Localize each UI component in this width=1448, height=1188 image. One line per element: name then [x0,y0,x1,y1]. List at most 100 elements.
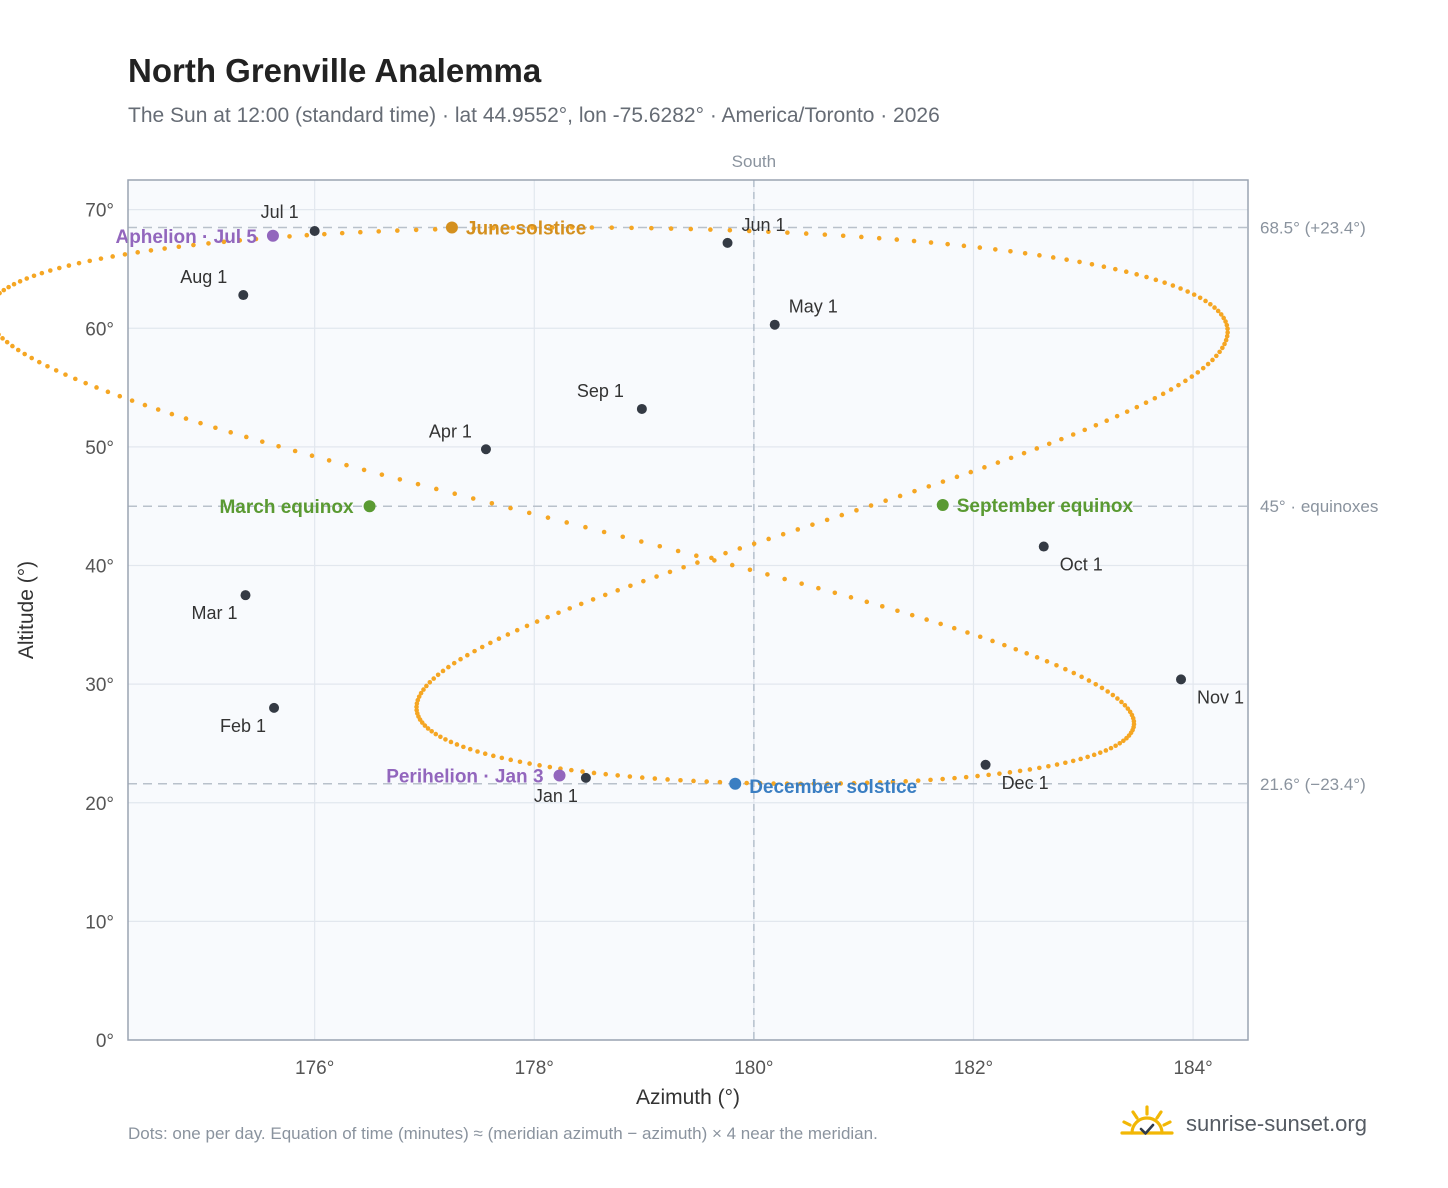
day-dot [675,548,681,554]
month-marker [722,237,733,248]
day-dot [17,279,23,284]
day-dot [6,284,11,290]
day-dot [253,236,259,242]
day-dot [912,488,917,494]
day-dot [681,564,686,570]
day-dot [443,737,448,742]
day-dot [1034,655,1040,660]
day-dot [1125,706,1131,711]
day-dot [213,425,218,431]
day-dot [36,359,42,365]
day-dot [361,467,367,473]
day-dot [1123,269,1129,275]
day-dot [580,769,585,774]
axes: 0° 10° 20° 30° 40° 50° 60° 70° 176° 178° 180° 182° 1… [85,201,1212,1079]
day-dot [940,479,946,484]
day-dot [879,604,885,609]
day-dot [259,439,265,444]
day-dot [1027,767,1033,772]
day-dot [963,774,969,780]
day-dot [810,522,815,527]
day-dot [1064,257,1069,262]
day-dot [589,225,595,230]
day-dot [228,430,233,435]
day-dot [909,612,915,618]
day-dot [1124,409,1130,414]
special-marker [936,499,949,512]
day-dot [31,273,37,279]
day-dot [977,245,983,250]
x-tick-label: 178° [515,1058,554,1079]
day-dot [1208,301,1213,307]
month-label: Jul 1 [261,202,299,222]
day-dot [440,668,446,674]
day-dot [1070,758,1076,764]
brand-name: sunrise-sunset.org [1186,1111,1367,1136]
day-dot [429,729,434,734]
meridian-label: South [732,152,776,171]
day-dot [838,781,844,786]
day-dot [524,623,530,629]
day-dot [1189,374,1195,379]
day-dot [825,781,830,786]
day-dot [615,773,620,778]
day-dot [990,638,995,644]
day-dot [1114,413,1120,419]
day-dot [1113,743,1118,749]
y-tick-label: 0° [96,1031,114,1052]
day-dot [1071,670,1077,676]
day-dot [1104,418,1109,424]
day-dot [1119,699,1124,705]
day-dot [322,231,327,237]
day-dot [1105,689,1110,694]
day-dot [712,558,717,563]
month-marker [309,226,320,237]
day-dot [890,779,896,785]
day-dot [122,252,128,257]
footnote: Dots: one per day. Equation of time (min… [128,1124,878,1143]
special-marker [266,229,279,242]
day-dot [982,465,987,470]
day-dot [465,652,470,658]
day-dot [39,270,45,276]
day-dot [894,237,900,242]
day-dot [1101,264,1107,269]
day-dot [482,751,488,756]
day-dot [868,503,874,508]
day-dot [433,731,439,737]
day-dot [1218,312,1224,317]
day-dot [1176,382,1181,388]
month-label: Aug 1 [180,267,227,287]
day-dot [1134,404,1140,410]
day-dot [414,707,419,713]
day-dot [877,780,883,785]
day-dot [491,753,496,759]
day-dot [1143,400,1149,405]
day-dot [1037,253,1042,258]
day-dot [1113,266,1118,272]
month-marker [480,444,491,455]
day-dot [727,227,733,233]
day-dot [1008,455,1014,461]
day-dot [94,385,99,390]
month-marker [269,702,280,713]
day-dot [1110,692,1116,698]
day-dot [83,380,88,386]
day-dot [545,515,551,520]
day-dot [968,469,974,475]
day-dot [766,229,771,235]
brand-logo[interactable]: sunrise-sunset.org [1120,1102,1367,1146]
day-dot [537,763,542,768]
month-label: Oct 1 [1060,555,1103,575]
day-dot [358,229,363,235]
day-dot [615,588,620,593]
day-dot [1217,349,1222,355]
day-dot [376,229,382,234]
day-dot [1,287,7,293]
day-dot [57,265,62,271]
day-dot [839,512,845,518]
day-dot [628,583,633,589]
day-dot [851,780,857,786]
day-dot [602,592,608,598]
day-dot [1103,748,1109,753]
